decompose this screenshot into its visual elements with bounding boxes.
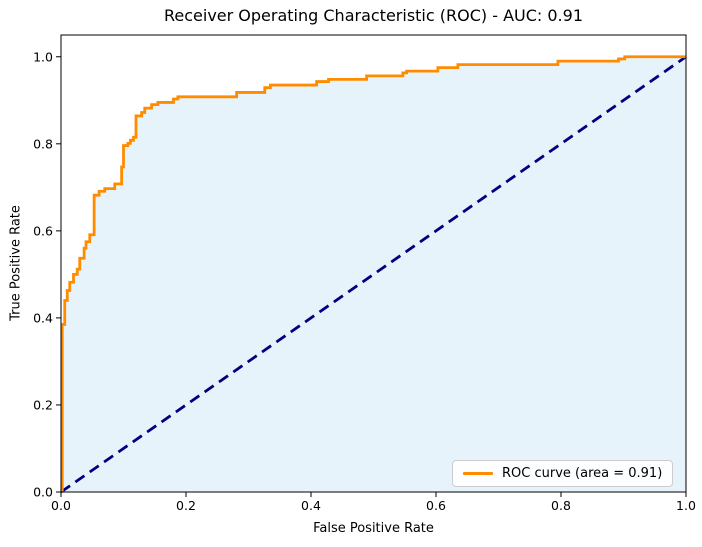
x-axis-label: False Positive Rate (313, 521, 434, 536)
y-tick-label: 0.4 (33, 310, 53, 325)
legend: ROC curve (area = 0.91) (452, 460, 674, 487)
x-tick-label: 0.2 (176, 498, 196, 513)
roc-area-fill (61, 56, 686, 493)
y-axis-label: True Positive Rate (8, 205, 24, 321)
x-tick-label: 1.0 (676, 498, 696, 513)
y-tick-label: 0.6 (33, 223, 53, 238)
chart-title: Receiver Operating Characteristic (ROC) … (164, 6, 583, 25)
legend-line-swatch (463, 472, 493, 475)
y-tick-label: 0.0 (33, 485, 53, 500)
x-tick-label: 0.4 (301, 498, 321, 513)
x-tick-label: 0.6 (426, 498, 446, 513)
y-tick-label: 1.0 (33, 49, 53, 64)
y-tick-label: 0.8 (33, 136, 53, 151)
chance-diagonal-line (60, 55, 687, 494)
y-tick-label: 0.2 (33, 397, 53, 412)
axis-frame (60, 34, 687, 493)
legend-label: ROC curve (area = 0.91) (502, 466, 663, 481)
x-tick-label: 0.8 (551, 498, 571, 513)
roc-curve (60, 55, 686, 492)
x-tick-label: 0.0 (51, 498, 71, 513)
